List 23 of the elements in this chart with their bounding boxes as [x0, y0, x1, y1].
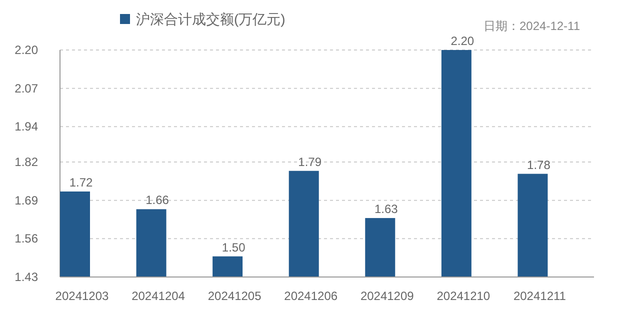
legend: 沪深合计成交额(万亿元)	[120, 11, 286, 27]
data-label: 2.20	[450, 34, 474, 48]
y-tick-label: 1.43	[14, 270, 38, 284]
x-tick-label: 20241204	[132, 289, 186, 303]
data-label: 1.66	[146, 193, 170, 208]
y-tick-label: 2.07	[14, 81, 38, 96]
data-label: 1.79	[298, 154, 322, 169]
x-tick-label: 20241205	[208, 289, 262, 303]
x-tick-label: 20241211	[513, 289, 566, 303]
x-tick-label: 20241206	[284, 289, 338, 303]
data-label: 1.72	[69, 176, 93, 190]
data-label: 1.50	[222, 240, 246, 254]
text: 日期：2024-12-11	[484, 19, 580, 33]
y-tick-label: 1.69	[14, 193, 38, 208]
y-tick-label: 1.82	[14, 155, 38, 170]
y-tick-label: 2.20	[14, 43, 38, 57]
x-tick-label: 20241209	[360, 289, 414, 303]
data-label: 1.78	[527, 158, 551, 172]
x-tick-label: 20241203	[55, 289, 110, 303]
y-tick-label: 1.94	[14, 120, 38, 134]
x-tick-label: 20241210	[436, 289, 490, 303]
data-label: 1.63	[374, 202, 398, 216]
y-tick-label: 1.56	[14, 232, 38, 246]
